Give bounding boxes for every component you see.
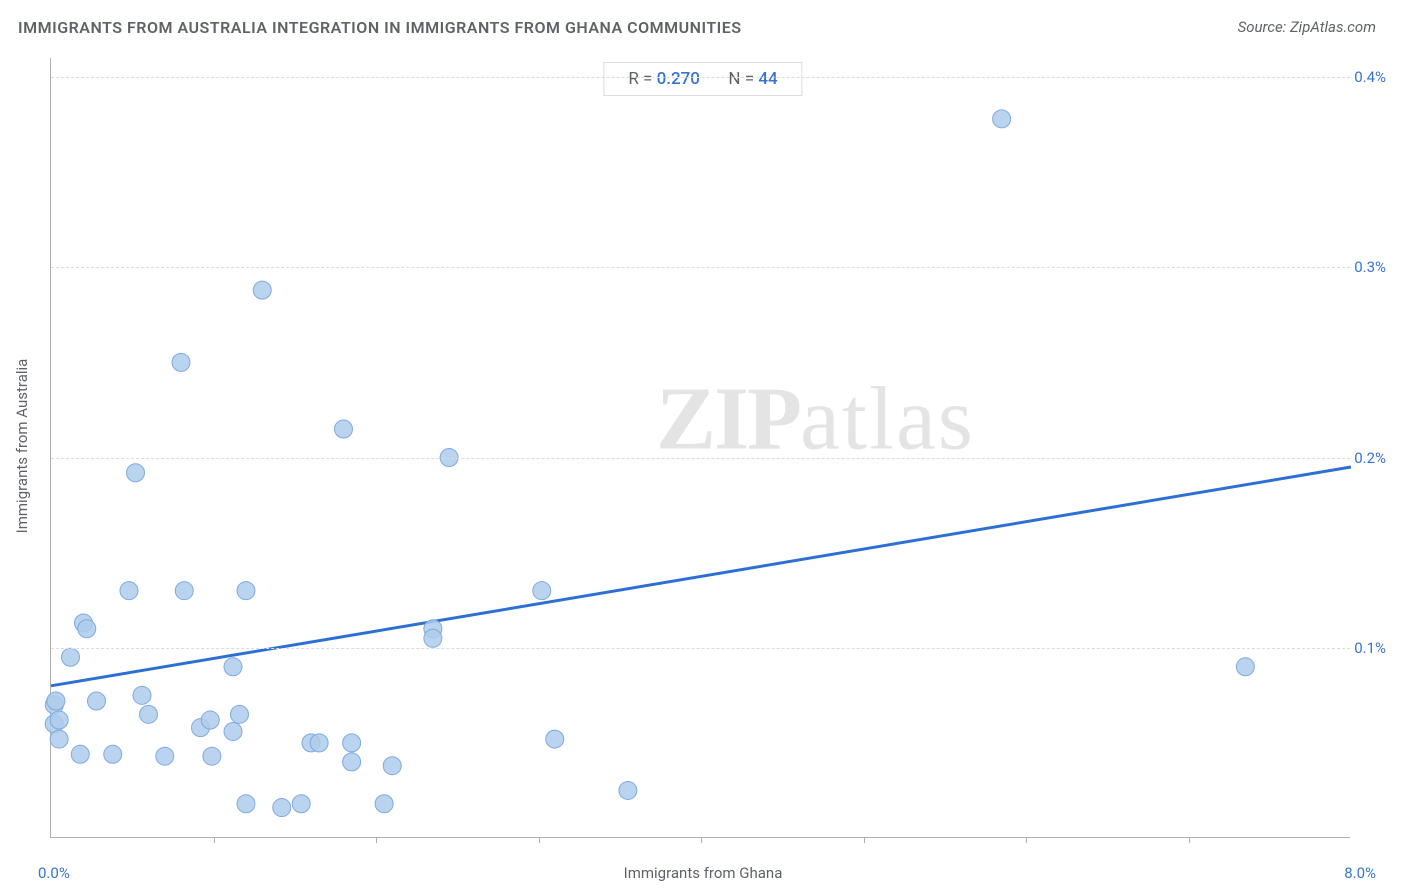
- y-tick-label: 0.4%: [1354, 68, 1386, 86]
- data-point: [203, 747, 221, 765]
- data-point: [1236, 658, 1254, 676]
- data-point: [88, 692, 106, 710]
- data-point: [50, 730, 68, 748]
- data-point: [343, 734, 361, 752]
- data-point: [237, 795, 255, 813]
- gridline: [51, 458, 1350, 459]
- data-point: [343, 753, 361, 771]
- x-tick: [864, 837, 865, 843]
- data-point: [237, 582, 255, 600]
- x-tick: [701, 837, 702, 843]
- data-point: [175, 582, 193, 600]
- data-point: [375, 795, 393, 813]
- data-point: [292, 795, 310, 813]
- x-tick: [214, 837, 215, 843]
- data-point: [71, 745, 89, 763]
- source-label: Source: ZipAtlas.com: [1238, 18, 1376, 36]
- data-point: [273, 799, 291, 817]
- gridline: [51, 77, 1350, 78]
- data-point: [120, 582, 138, 600]
- y-tick-label: 0.1%: [1354, 639, 1386, 657]
- data-point: [383, 757, 401, 775]
- scatter-svg: [51, 58, 1350, 837]
- data-point: [47, 692, 65, 710]
- x-tick: [1189, 837, 1190, 843]
- data-point: [253, 281, 271, 299]
- y-tick-label: 0.3%: [1354, 258, 1386, 276]
- data-point: [172, 353, 190, 371]
- data-point: [533, 582, 551, 600]
- y-axis-label: Immigrants from Australia: [13, 359, 31, 534]
- data-point: [104, 745, 122, 763]
- data-point: [156, 747, 174, 765]
- data-point: [78, 620, 96, 638]
- y-tick-label: 0.2%: [1354, 449, 1386, 467]
- x-max-label: 8.0%: [1344, 864, 1376, 882]
- data-point: [310, 734, 328, 752]
- x-tick: [376, 837, 377, 843]
- data-point: [133, 686, 151, 704]
- chart-plot-area: [50, 58, 1350, 838]
- data-point: [335, 420, 353, 438]
- data-point: [62, 648, 80, 666]
- x-tick: [1026, 837, 1027, 843]
- regression-line: [51, 467, 1351, 686]
- data-point: [224, 658, 242, 676]
- data-point: [224, 722, 242, 740]
- data-point: [231, 705, 249, 723]
- x-tick: [539, 837, 540, 843]
- data-point: [993, 110, 1011, 128]
- data-point: [140, 705, 158, 723]
- data-point: [619, 781, 637, 799]
- gridline: [51, 648, 1350, 649]
- chart-title: IMMIGRANTS FROM AUSTRALIA INTEGRATION IN…: [18, 18, 742, 37]
- data-point: [201, 711, 219, 729]
- gridline: [51, 267, 1350, 268]
- data-point: [50, 711, 68, 729]
- data-point: [127, 464, 145, 482]
- data-point: [424, 629, 442, 647]
- x-origin-label: 0.0%: [38, 864, 70, 882]
- x-axis-label: Immigrants from Ghana: [624, 864, 783, 882]
- data-point: [546, 730, 564, 748]
